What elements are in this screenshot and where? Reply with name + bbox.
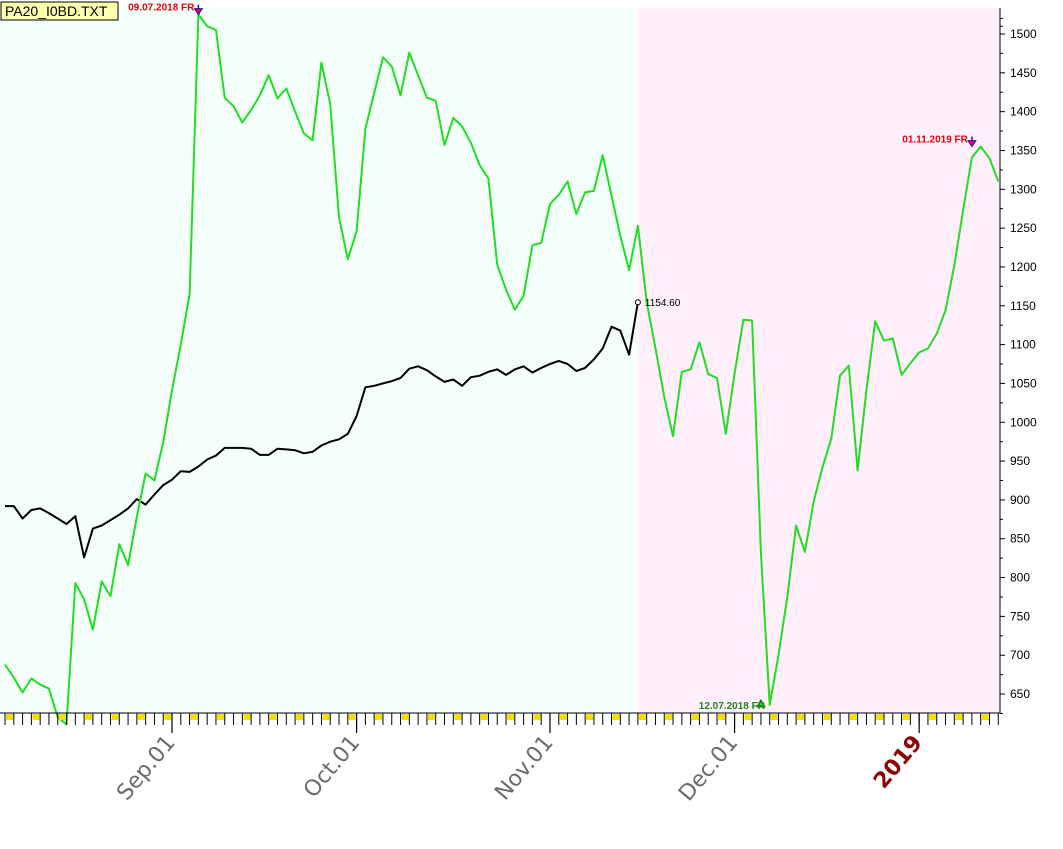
chart-title: PA20_I0BD.TXT: [5, 3, 108, 19]
x-week-marker: [955, 714, 963, 720]
y-tick-label: 900: [1010, 493, 1030, 507]
y-tick-label: 750: [1010, 609, 1030, 623]
y-tick-label: 1150: [1010, 299, 1036, 313]
x-week-marker: [665, 714, 673, 720]
x-week-marker: [533, 714, 541, 720]
x-week-marker: [717, 714, 725, 720]
x-week-marker: [269, 714, 277, 720]
x-week-marker: [849, 714, 857, 720]
x-week-marker: [190, 714, 198, 720]
x-week-marker: [507, 714, 515, 720]
x-tick-label: Sep.01: [112, 731, 180, 806]
y-tick-label: 1400: [1010, 105, 1037, 119]
x-week-marker: [375, 714, 383, 720]
x-week-marker: [981, 714, 989, 720]
last-value-dot: [634, 299, 641, 306]
high-marker-arrow: [966, 140, 977, 148]
y-tick-label: 1250: [1010, 221, 1037, 235]
x-week-marker: [164, 714, 172, 720]
y-tick-label: 800: [1010, 571, 1030, 585]
x-week-marker: [902, 714, 910, 720]
x-week-marker: [322, 714, 330, 720]
series-line-black: [5, 302, 639, 559]
annotations: 09.07.2018 FR 01.11.2019 FR 12.07.2018 FR 1…: [128, 3, 977, 712]
y-tick-label: 1050: [1010, 376, 1037, 390]
high-annotation-label: 01.11.2019 FR: [902, 135, 968, 146]
background-region: [637, 8, 1000, 713]
x-week-marker: [6, 714, 13, 720]
y-tick-label: 1500: [1010, 27, 1037, 41]
last-value-label: 1154.60: [645, 298, 681, 309]
x-tick-label: Nov.01: [490, 731, 558, 805]
x-week-marker: [559, 714, 567, 720]
high-annotation-label: 09.07.2018 FR: [128, 3, 195, 14]
x-week-marker: [401, 714, 409, 720]
series-line-green: [4, 13, 1000, 726]
x-week-marker: [744, 714, 752, 720]
y-tick-label: 1350: [1010, 143, 1037, 157]
y-tick-label: 850: [1010, 532, 1030, 546]
y-tick-label: 700: [1010, 648, 1030, 662]
chart-title-box: PA20_I0BD.TXT: [0, 1, 119, 21]
background-region: [0, 8, 638, 713]
x-week-marker: [586, 714, 594, 720]
y-tick-label: 1300: [1010, 182, 1037, 196]
x-week-marker: [427, 714, 435, 720]
low-marker-arrow: [756, 698, 766, 708]
x-tick-label: Oct.01: [299, 731, 365, 803]
x-week-marker: [876, 714, 884, 720]
x-week-marker: [612, 714, 620, 720]
series-lines: [4, 13, 1000, 726]
x-week-marker: [85, 714, 93, 720]
y-tick-label: 1200: [1010, 260, 1037, 274]
x-week-marker: [216, 714, 224, 720]
y-tick-label: 1450: [1010, 66, 1037, 80]
x-week-marker: [137, 714, 145, 720]
x-week-marker: [111, 714, 119, 720]
y-tick-label: 950: [1010, 454, 1030, 468]
x-week-marker: [770, 714, 778, 720]
x-week-marker: [823, 714, 831, 720]
chart-background: [0, 8, 1000, 713]
low-annotation-label: 12.07.2018 FR: [699, 701, 766, 712]
x-week-marker: [454, 714, 462, 720]
y-tick-label: 650: [1010, 687, 1030, 701]
x-week-marker: [480, 714, 488, 720]
x-tick-label: 2019: [869, 731, 928, 794]
x-week-marker: [296, 714, 304, 720]
x-week-marker: [32, 714, 40, 720]
x-week-marker: [243, 714, 251, 720]
x-week-marker: [58, 714, 66, 720]
high-marker-arrow: [193, 8, 204, 16]
x-week-marker: [797, 714, 805, 720]
x-week-marker: [691, 714, 699, 720]
x-week-marker: [348, 714, 356, 720]
x-week-marker: [638, 714, 646, 720]
y-tick-label: 1000: [1010, 415, 1037, 429]
y-tick-label: 1100: [1010, 338, 1036, 352]
x-week-marker: [928, 714, 936, 720]
x-tick-label: Dec.01: [674, 731, 743, 806]
